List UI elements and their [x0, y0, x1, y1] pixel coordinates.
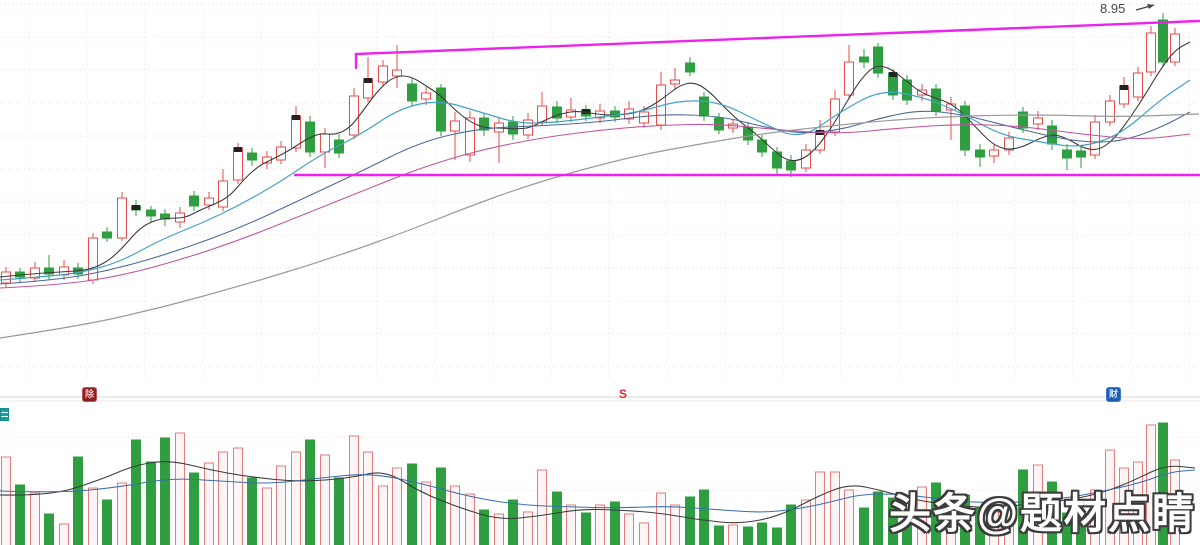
event-marker-finance-icon[interactable]: 财	[1107, 388, 1120, 401]
event-marker-s-icon[interactable]: S	[618, 387, 627, 401]
volume-indicator-icon[interactable]	[0, 408, 9, 421]
event-marker-dividend-icon[interactable]: 除	[83, 388, 96, 401]
watermark: 头条@题材点睛	[889, 490, 1196, 537]
price-annotation-label: 8.95	[1100, 1, 1126, 16]
